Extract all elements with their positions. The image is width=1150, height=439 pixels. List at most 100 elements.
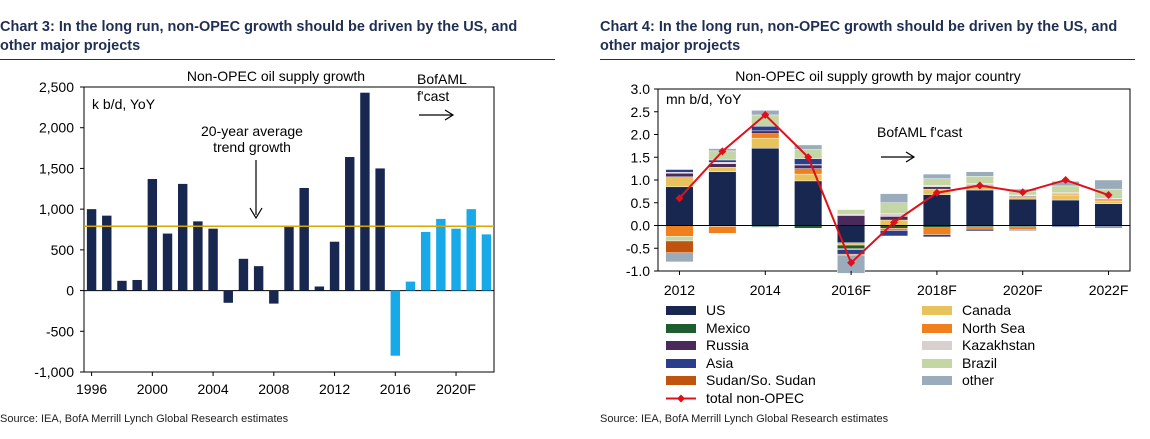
total-non-opec-point-2017f — [890, 218, 898, 227]
bar-segment-canada-2021f — [1051, 195, 1080, 201]
bar-1997 — [102, 215, 112, 291]
legend-swatch — [922, 341, 952, 350]
bar-segment-us-2013 — [708, 171, 737, 226]
y-tick-label: 1,000 — [39, 201, 74, 217]
bar-2021 — [466, 209, 476, 291]
legend-label: Asia — [706, 354, 734, 371]
y-tick-label: -500 — [46, 323, 74, 339]
bar-segment-canada-2016f — [837, 242, 866, 246]
x-tick-label: 2012 — [319, 381, 350, 397]
legend-swatch — [666, 341, 696, 350]
legend-label: Russia — [706, 337, 749, 353]
bar-segment-north-sea-2014 — [751, 133, 780, 139]
average-annotation-line-1: 20-year average — [201, 123, 303, 139]
legend-swatch — [922, 306, 952, 315]
bar-segment-russia-2013 — [708, 163, 737, 168]
chart-4-legend: US Canada Mexico North Sea Russia Kazakhstan A… — [666, 302, 1136, 412]
bar-2004 — [208, 228, 218, 291]
bar-segment-mexico-2016f — [837, 244, 866, 249]
legend-label: other — [962, 372, 994, 388]
bar-2003 — [193, 221, 203, 291]
chart-3-source: Source: IEA, BofA Merrill Lynch Global R… — [0, 413, 289, 425]
bar-2002 — [177, 183, 188, 291]
total-non-opec-point-2018f — [932, 188, 941, 197]
bar-2010 — [299, 187, 309, 291]
bar-1996 — [86, 209, 97, 291]
bar-segment-kazakhstan-2016f — [837, 213, 866, 216]
chart-3-title: Non-OPEC oil supply growth — [187, 68, 365, 84]
plot-frame — [83, 86, 495, 373]
chart-3-panel: Chart 3: In the long run, non-OPEC growt… — [0, 0, 560, 439]
bar-segment-russia-2016f — [837, 215, 866, 226]
chart-3-heading: Chart 3: In the long run, non-OPEC growt… — [0, 19, 518, 54]
y-tick-label: 0.0 — [631, 218, 651, 234]
chart-4-y-axis-label: mn b/d, YoY — [666, 91, 742, 107]
bar-2000 — [147, 179, 158, 291]
bar-2007 — [253, 266, 264, 291]
bar-segment-russia-2015 — [794, 164, 823, 169]
average-annotation-line-2: trend growth — [213, 139, 291, 155]
y-tick-label: 3.0 — [631, 81, 651, 97]
forecast-label-line-1: BofAML — [417, 71, 467, 87]
total-non-opec-point-2015 — [804, 153, 813, 162]
bar-segment-kazakhstan-2014 — [751, 226, 780, 228]
bar-segment-canada-2022f — [1094, 201, 1123, 204]
x-tick-label: 2014 — [750, 282, 781, 298]
legend-line-swatch — [666, 394, 696, 402]
x-tick-label: 2020F — [1003, 282, 1043, 298]
legend-swatch — [666, 358, 696, 368]
total-non-opec-point-2013 — [718, 147, 727, 156]
x-tick-label: 2016 — [380, 381, 411, 397]
chart-4-plot: -1.0 -0.5 0.0 0.5 1.0 1.5 2.0 2.5 3.0 2012 2014 201… — [626, 68, 1131, 298]
bar-segment-us-2021f — [1051, 199, 1080, 226]
chart-4-heading: Chart 4: In the long run, non-OPEC growt… — [600, 19, 1118, 54]
y-tick-label: 1,500 — [39, 160, 74, 176]
total-non-opec-point-2021f — [1061, 176, 1070, 184]
bar-2013 — [345, 157, 355, 291]
bar-2006 — [238, 258, 249, 291]
x-tick-label: 1996 — [76, 381, 107, 397]
bar-segment-asia-2019f — [965, 228, 994, 232]
legend-label: North Sea — [962, 319, 1026, 336]
bar-segment-north-sea-2022f — [1094, 199, 1123, 202]
y-tick-label: 2,000 — [39, 120, 74, 136]
bar-segment-brazil-2021f — [1051, 185, 1080, 193]
x-tick-label: 2016F — [831, 282, 871, 298]
bar-segment-canada-2012 — [665, 176, 694, 188]
bar-segment-north-sea-2019f — [965, 226, 994, 230]
y-tick-label: 500 — [51, 242, 75, 258]
forecast-label-line-2: f'cast — [417, 88, 449, 104]
y-tick-label: 2,500 — [39, 79, 74, 95]
bar-segment-asia-2022f — [1094, 226, 1123, 228]
bar-2011 — [314, 286, 325, 291]
bar-2018 — [420, 231, 431, 291]
bar-segment-other-2015 — [794, 144, 823, 150]
chart-3-title-rule — [0, 59, 555, 60]
bar-segment-us-2019f — [965, 189, 994, 226]
forecast-arrowhead — [905, 151, 916, 163]
legend-label: Canada — [962, 302, 1012, 318]
bar-2022 — [481, 234, 492, 291]
legend-swatch — [666, 376, 696, 385]
legend-label: US — [706, 302, 726, 318]
chart-3-plot: -1,000 -500 0 500 1,000 1,500 2,000 2,500 1996 20… — [34, 68, 495, 397]
x-tick-label: 2018F — [917, 282, 957, 298]
y-tick-label: 2.0 — [631, 127, 651, 143]
bar-segment-north-sea-2021f — [1051, 193, 1080, 196]
total-non-opec-point-2016f — [847, 258, 856, 267]
bar-2012 — [329, 241, 340, 291]
legend-label: total non-OPEC — [706, 389, 805, 406]
total-non-opec-point-2020f — [1018, 188, 1027, 197]
chart-4-title-rule — [600, 59, 1135, 60]
bar-segment-russia-2012 — [665, 172, 694, 178]
x-tick-label: 2012 — [664, 282, 695, 298]
bar-segment-north-sea-2018f — [922, 227, 951, 235]
bar-2014 — [360, 92, 370, 291]
bar-segment-us-2022f — [1094, 203, 1123, 226]
x-tick-label: 2004 — [197, 381, 228, 397]
legend-label: Sudan/So. Sudan — [706, 372, 816, 388]
y-tick-label: -0.5 — [626, 240, 650, 256]
bar-2019 — [436, 218, 446, 291]
forecast-label: BofAML f'cast — [877, 124, 963, 140]
bar-segment-asia-2017f — [880, 230, 908, 237]
